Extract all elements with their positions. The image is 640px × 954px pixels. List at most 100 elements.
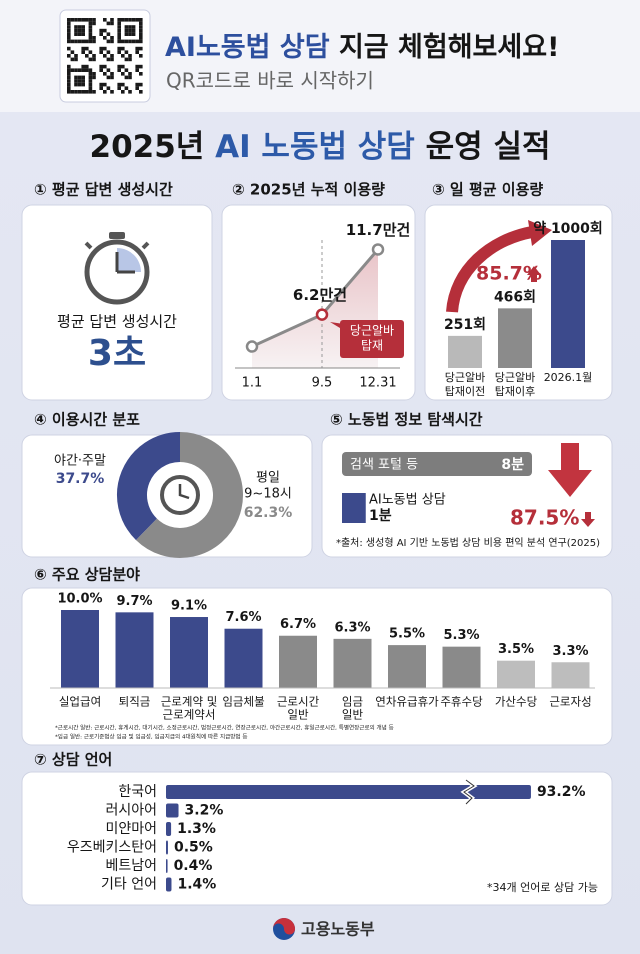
qr-cell [70,57,75,62]
point [371,243,385,256]
category-label: 실업급여 [59,695,101,709]
bar [166,859,168,873]
annotation-box [340,320,404,358]
qr-cell [128,90,132,94]
bar [166,803,179,818]
qr-cell [74,18,78,22]
category-label: 한국어 [118,784,157,800]
qr-cell [117,64,121,69]
qr-cell [128,32,132,36]
qr-cell [128,18,132,22]
qr-cell [88,86,93,90]
qr-cell [139,32,143,36]
qr-cell [117,21,121,26]
qr-cell [128,25,132,29]
category-label: 당근알바 [495,370,535,384]
category-label: 근로시간 [277,695,320,709]
bar [224,628,263,688]
bar-value: 1분 [369,508,392,524]
qr-cell [139,36,143,40]
qr-cell [139,25,143,29]
qr-cell [67,68,71,72]
qr-cell [77,79,82,83]
bar [170,617,208,688]
qr-cell [139,21,143,26]
value-label: 7.6% [225,610,261,625]
value-label: 6.3% [334,620,370,635]
qr-cell [74,57,78,62]
qr-cell [110,36,114,40]
title-year: 2025년 [90,129,205,165]
qr-cell [103,18,107,22]
qr-cell [139,64,143,69]
reduction-arrow [548,443,592,497]
qr-cell [128,39,132,44]
qr-cell [117,39,121,44]
header-subtitle: QR코드로 바로 시작하기 [166,69,374,93]
qr-cell [117,50,121,54]
qr-cell [124,28,129,33]
bar [166,840,168,855]
qr-cell [128,54,132,58]
qr-cell [121,72,125,76]
qr-cell [103,82,107,87]
qr-cell [88,36,93,40]
category-label: 2026.1월 [544,371,593,384]
point [315,308,329,321]
qr-cell [74,68,78,72]
bar [551,662,590,688]
qr-cell [74,39,78,44]
qr-cell [135,68,139,72]
qr-cell [88,25,93,29]
qr-cell [117,86,121,90]
qr-cell [81,39,85,44]
qr-cell [88,90,93,94]
qr-cell [131,25,136,29]
category-label: 탑재이후 [495,385,535,398]
qr-cell [81,75,85,80]
value-label: 466회 [494,289,536,305]
qr-cell [139,46,143,51]
bar [115,612,154,688]
qr-cell [110,72,114,76]
qr-cell [103,28,107,33]
section-heading: ⑦ 상담 언어 [34,751,112,769]
qr-cell [70,39,75,44]
qr-cell [99,32,103,36]
qr-cell [124,68,129,72]
bar [279,635,317,688]
category-label: 임금 [342,695,363,709]
qr-cell [135,39,139,44]
qr-cell [131,18,136,22]
growth-label: 85.7% [476,263,542,285]
category-label: 근로계약서 [163,708,216,722]
slice-value: 37.7% [56,471,105,487]
qr-cell [135,46,139,51]
qr-cell [139,90,143,94]
slice-name: 평일 [256,471,280,486]
qr-cell [67,54,71,58]
qr-cell [85,39,89,44]
qr-cell [81,68,85,72]
qr-cell [106,68,111,72]
qr-cell [110,21,114,26]
qr-cell [92,57,96,62]
value-label: 3.3% [552,644,588,659]
qr-cell [74,28,78,33]
donut-slice [117,432,181,541]
value-label: 1.3% [177,821,216,837]
qr-cell [106,21,111,26]
qr-cell [99,82,103,87]
qr-cell [88,32,93,36]
qr-cell [117,46,121,51]
annotation: 탑재 [361,339,383,353]
qr-cell [67,79,71,83]
qr-cell [99,28,103,33]
category-label: 기타 언어 [101,877,157,893]
category-label: 임금체불 [222,695,264,709]
bar [166,822,172,836]
qr-cell [110,90,114,94]
qr-cell [77,32,82,36]
qr-cell [110,75,114,80]
